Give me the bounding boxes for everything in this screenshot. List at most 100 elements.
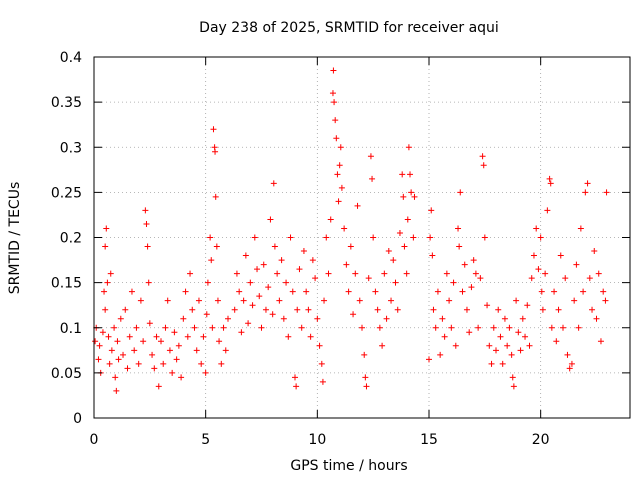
data-point xyxy=(128,288,135,295)
data-point xyxy=(327,216,334,223)
data-point xyxy=(189,306,196,313)
data-point xyxy=(262,306,269,313)
data-point xyxy=(95,356,102,363)
data-point xyxy=(481,234,488,241)
data-point xyxy=(104,279,111,286)
data-point xyxy=(580,288,587,295)
data-point xyxy=(394,306,401,313)
data-point xyxy=(432,324,439,331)
data-point xyxy=(153,333,160,340)
data-point xyxy=(584,180,591,187)
data-point xyxy=(307,333,314,340)
data-point xyxy=(405,144,412,151)
data-point xyxy=(472,270,479,277)
data-point xyxy=(92,338,99,345)
data-point xyxy=(600,288,607,295)
data-point xyxy=(207,234,214,241)
data-point xyxy=(162,324,169,331)
x-axis-label: GPS time / hours xyxy=(290,458,407,474)
data-point xyxy=(169,369,176,376)
data-point xyxy=(203,311,210,318)
data-point xyxy=(193,347,200,354)
data-point xyxy=(209,324,216,331)
data-point xyxy=(225,315,231,322)
data-point xyxy=(204,279,211,286)
data-point xyxy=(401,243,408,250)
data-point xyxy=(568,360,575,367)
data-point xyxy=(508,351,515,358)
data-point xyxy=(457,189,464,196)
data-point xyxy=(408,189,415,196)
data-point xyxy=(296,266,303,273)
data-point xyxy=(210,126,217,133)
data-point xyxy=(140,338,147,345)
y-tick-label: 0 xyxy=(73,411,82,427)
data-point xyxy=(535,266,542,273)
data-point xyxy=(254,266,261,273)
data-point xyxy=(107,270,114,277)
data-point xyxy=(575,324,582,331)
data-point xyxy=(345,288,352,295)
data-point xyxy=(120,351,127,358)
data-point xyxy=(122,306,129,313)
data-point xyxy=(155,383,162,390)
data-point xyxy=(455,225,462,232)
data-point xyxy=(427,234,434,241)
data-point xyxy=(240,297,247,304)
data-point xyxy=(595,270,602,277)
data-point xyxy=(198,360,205,367)
data-point xyxy=(428,207,435,214)
data-point xyxy=(142,207,149,214)
data-point xyxy=(271,243,278,250)
data-point xyxy=(321,297,328,304)
data-point xyxy=(131,347,138,354)
y-tick-label: 0.1 xyxy=(60,321,82,337)
data-point xyxy=(359,324,365,331)
data-point xyxy=(519,315,526,322)
data-point xyxy=(101,288,108,295)
data-point xyxy=(404,216,411,223)
data-point xyxy=(577,225,584,232)
data-point xyxy=(115,356,122,363)
y-tick-label: 0.3 xyxy=(60,140,82,156)
data-point xyxy=(385,248,392,255)
data-point xyxy=(539,306,546,313)
data-point xyxy=(403,270,410,277)
y-tick-label: 0.35 xyxy=(51,95,82,111)
data-point xyxy=(350,311,357,318)
data-point xyxy=(166,347,173,354)
data-point xyxy=(245,320,252,327)
data-point xyxy=(486,342,493,349)
data-point xyxy=(341,225,348,232)
data-point xyxy=(303,288,310,295)
data-point xyxy=(362,374,369,381)
data-points xyxy=(92,67,610,394)
data-point xyxy=(479,153,486,160)
data-point xyxy=(410,234,417,241)
data-point xyxy=(562,275,569,282)
data-point xyxy=(247,279,254,286)
data-point xyxy=(164,297,171,304)
data-point xyxy=(276,297,283,304)
data-point xyxy=(231,306,238,313)
data-point xyxy=(459,288,466,295)
data-point xyxy=(439,315,446,322)
data-point xyxy=(597,338,604,345)
data-point xyxy=(212,193,219,200)
data-point xyxy=(517,347,524,354)
data-point xyxy=(573,261,580,268)
data-point xyxy=(269,311,276,318)
data-point xyxy=(347,243,354,250)
data-point xyxy=(456,243,463,250)
data-point xyxy=(593,315,600,322)
data-point xyxy=(105,333,112,340)
data-point xyxy=(365,275,372,282)
data-point xyxy=(267,216,274,223)
data-point xyxy=(477,275,484,282)
data-point xyxy=(352,270,359,277)
data-point xyxy=(437,351,444,358)
y-tick-label: 0.05 xyxy=(51,366,82,382)
y-tick-label: 0.4 xyxy=(60,50,82,66)
data-point xyxy=(361,351,368,358)
data-point xyxy=(323,234,330,241)
